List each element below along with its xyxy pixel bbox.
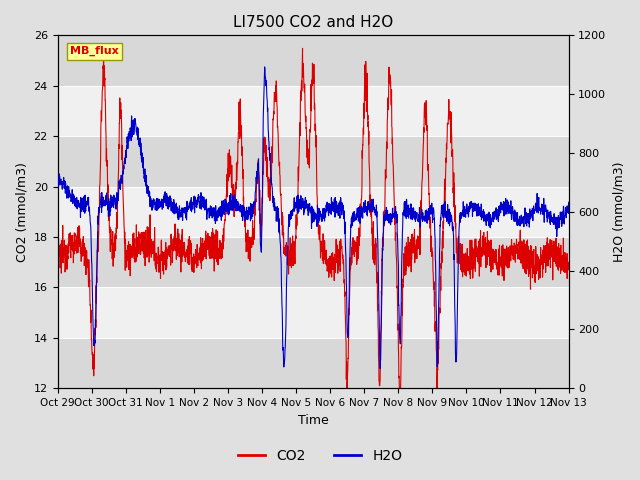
Title: LI7500 CO2 and H2O: LI7500 CO2 and H2O	[233, 15, 393, 30]
Text: MB_flux: MB_flux	[70, 46, 119, 56]
Bar	[58, 136, 568, 187]
Bar	[58, 187, 568, 237]
Bar	[58, 288, 568, 338]
Bar	[58, 86, 568, 136]
Legend: CO2, H2O: CO2, H2O	[232, 443, 408, 468]
Bar	[58, 237, 568, 288]
Y-axis label: CO2 (mmol/m3): CO2 (mmol/m3)	[15, 162, 28, 262]
Bar	[58, 36, 568, 86]
Y-axis label: H2O (mmol/m3): H2O (mmol/m3)	[612, 162, 625, 262]
Bar	[58, 338, 568, 388]
X-axis label: Time: Time	[298, 414, 328, 427]
